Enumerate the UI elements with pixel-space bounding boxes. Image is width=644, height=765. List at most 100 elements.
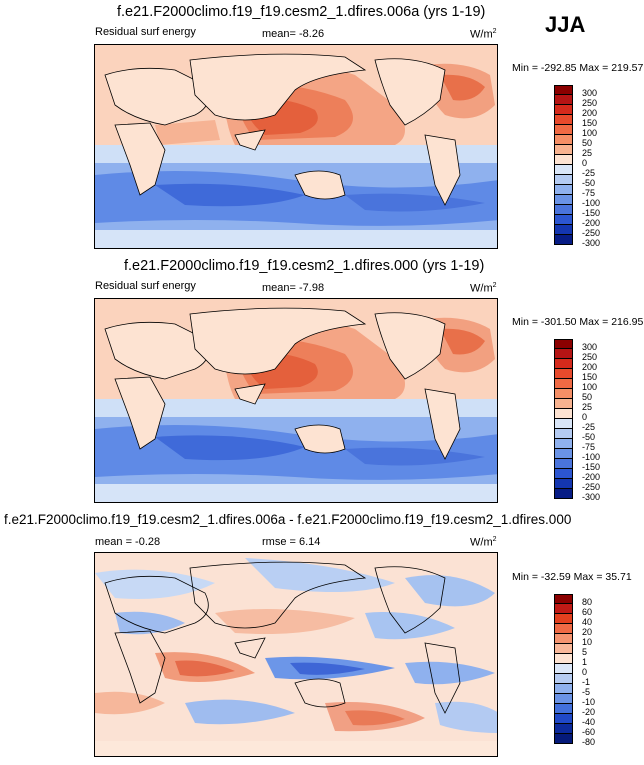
panel2-title: f.e21.F2000climo.f19_f19.cesm2_1.dfires.… bbox=[124, 258, 485, 274]
panel1-title: f.e21.F2000climo.f19_f19.cesm2_1.dfires.… bbox=[117, 4, 486, 20]
panel1-mean-label: mean= -8.26 bbox=[262, 28, 325, 40]
colorbar-swatch bbox=[554, 205, 573, 215]
panel1-units: W/m2 bbox=[470, 28, 497, 41]
colorbar-tick-label: -60 bbox=[582, 727, 596, 737]
colorbar-swatch bbox=[554, 419, 573, 429]
colorbar-swatch bbox=[554, 624, 573, 634]
colorbar-swatch bbox=[554, 369, 573, 379]
colorbar-swatch bbox=[554, 664, 573, 674]
colorbar-swatch bbox=[554, 379, 573, 389]
panel3-units: W/m2 bbox=[470, 536, 497, 549]
colorbar-tick-label: 25 bbox=[582, 402, 593, 412]
colorbar-tick-label: 50 bbox=[582, 392, 593, 402]
colorbar-tick-label: -300 bbox=[582, 238, 601, 248]
colorbar-swatch bbox=[554, 459, 573, 469]
colorbar-tick-label: 0 bbox=[582, 667, 588, 677]
colorbar-tick-label: 100 bbox=[582, 128, 598, 138]
colorbar-tick-label: -1 bbox=[582, 677, 591, 687]
colorbar-swatch bbox=[554, 339, 573, 349]
colorbar-tick-label: -25 bbox=[582, 422, 596, 432]
colorbar-tick-label: -300 bbox=[582, 492, 601, 502]
colorbar-tick-label: 0 bbox=[582, 158, 588, 168]
panel3-title: f.e21.F2000climo.f19_f19.cesm2_1.dfires.… bbox=[4, 512, 572, 527]
panel1-variable-label: Residual surf energy bbox=[95, 26, 196, 38]
colorbar-swatch bbox=[554, 175, 573, 185]
colorbar-tick-label: -200 bbox=[582, 218, 601, 228]
colorbar-swatch bbox=[554, 225, 573, 235]
colorbar-swatch bbox=[554, 489, 573, 499]
panel2-variable-label: Residual surf energy bbox=[95, 280, 196, 292]
colorbar-tick-label: 300 bbox=[582, 342, 598, 352]
colorbar-swatch bbox=[554, 215, 573, 225]
colorbar-swatch bbox=[554, 439, 573, 449]
colorbar-swatch bbox=[554, 674, 573, 684]
panel2-units: W/m2 bbox=[470, 282, 497, 295]
colorbar-swatch bbox=[554, 734, 573, 744]
colorbar-tick-label: -100 bbox=[582, 452, 601, 462]
colorbar-swatch bbox=[554, 155, 573, 165]
colorbar-tick-label: 60 bbox=[582, 607, 593, 617]
colorbar-swatch bbox=[554, 714, 573, 724]
colorbar-tick-label: -40 bbox=[582, 717, 596, 727]
colorbar-tick-label: -25 bbox=[582, 168, 596, 178]
colorbar-swatch bbox=[554, 195, 573, 205]
colorbar-tick-label: 200 bbox=[582, 108, 598, 118]
colorbar-swatch bbox=[554, 125, 573, 135]
colorbar-swatch bbox=[554, 135, 573, 145]
colorbar-tick-label: -200 bbox=[582, 472, 601, 482]
panel3-map bbox=[94, 552, 498, 757]
colorbar-tick-label: -250 bbox=[582, 228, 601, 238]
colorbar-tick-label: 200 bbox=[582, 362, 598, 372]
colorbar-swatch bbox=[554, 694, 573, 704]
colorbar-swatch bbox=[554, 654, 573, 664]
colorbar-swatch bbox=[554, 115, 573, 125]
colorbar-swatch bbox=[554, 359, 573, 369]
colorbar-tick-label: 0 bbox=[582, 412, 588, 422]
colorbar-tick-label: 1 bbox=[582, 657, 588, 667]
colorbar-tick-label: -150 bbox=[582, 208, 601, 218]
colorbar-swatch bbox=[554, 389, 573, 399]
colorbar-tick-label: -250 bbox=[582, 482, 601, 492]
colorbar-tick-label: 40 bbox=[582, 617, 593, 627]
colorbar-swatch bbox=[554, 409, 573, 419]
colorbar-tick-label: -75 bbox=[582, 188, 596, 198]
colorbar-tick-label: 25 bbox=[582, 148, 593, 158]
colorbar-tick-label: -150 bbox=[582, 462, 601, 472]
panel3-minmax: Min = -32.59 Max = 35.71 bbox=[512, 571, 632, 583]
colorbar-tick-label: 50 bbox=[582, 138, 593, 148]
colorbar-swatch bbox=[554, 469, 573, 479]
panel3-rmse-label: rmse = 6.14 bbox=[262, 536, 321, 548]
colorbar-swatch bbox=[554, 614, 573, 624]
panel2-map bbox=[94, 298, 498, 503]
colorbar-tick-label: -20 bbox=[582, 707, 596, 717]
colorbar-tick-label: 300 bbox=[582, 88, 598, 98]
colorbar-swatch bbox=[554, 479, 573, 489]
colorbar-tick-label: -50 bbox=[582, 432, 596, 442]
colorbar-swatch bbox=[554, 704, 573, 714]
colorbar-swatch bbox=[554, 85, 573, 95]
colorbar-tick-label: 20 bbox=[582, 627, 593, 637]
panel2-minmax: Min = -301.50 Max = 216.95 bbox=[512, 316, 644, 328]
panel1-map bbox=[94, 44, 498, 249]
season-label: JJA bbox=[545, 12, 586, 37]
panel1-minmax: Min = -292.85 Max = 219.57 bbox=[512, 62, 644, 74]
colorbar-swatch bbox=[554, 594, 573, 604]
colorbar-swatch bbox=[554, 449, 573, 459]
colorbar-swatch bbox=[554, 634, 573, 644]
colorbar-tick-label: 250 bbox=[582, 98, 598, 108]
panel2-mean-label: mean= -7.98 bbox=[262, 282, 325, 294]
colorbar-tick-label: 100 bbox=[582, 382, 598, 392]
colorbar-tick-label: -50 bbox=[582, 178, 596, 188]
colorbar-tick-label: 150 bbox=[582, 372, 598, 382]
colorbar-swatch bbox=[554, 684, 573, 694]
colorbar-swatch bbox=[554, 644, 573, 654]
colorbar-tick-label: -80 bbox=[582, 737, 596, 747]
colorbar-swatch bbox=[554, 349, 573, 359]
colorbar-swatch bbox=[554, 399, 573, 409]
colorbar-tick-label: -100 bbox=[582, 198, 601, 208]
colorbar-tick-label: -5 bbox=[582, 687, 591, 697]
panel3-mean-label: mean = -0.28 bbox=[95, 536, 161, 548]
colorbar-tick-label: 150 bbox=[582, 118, 598, 128]
colorbar-swatch bbox=[554, 604, 573, 614]
colorbar-swatch bbox=[554, 235, 573, 245]
